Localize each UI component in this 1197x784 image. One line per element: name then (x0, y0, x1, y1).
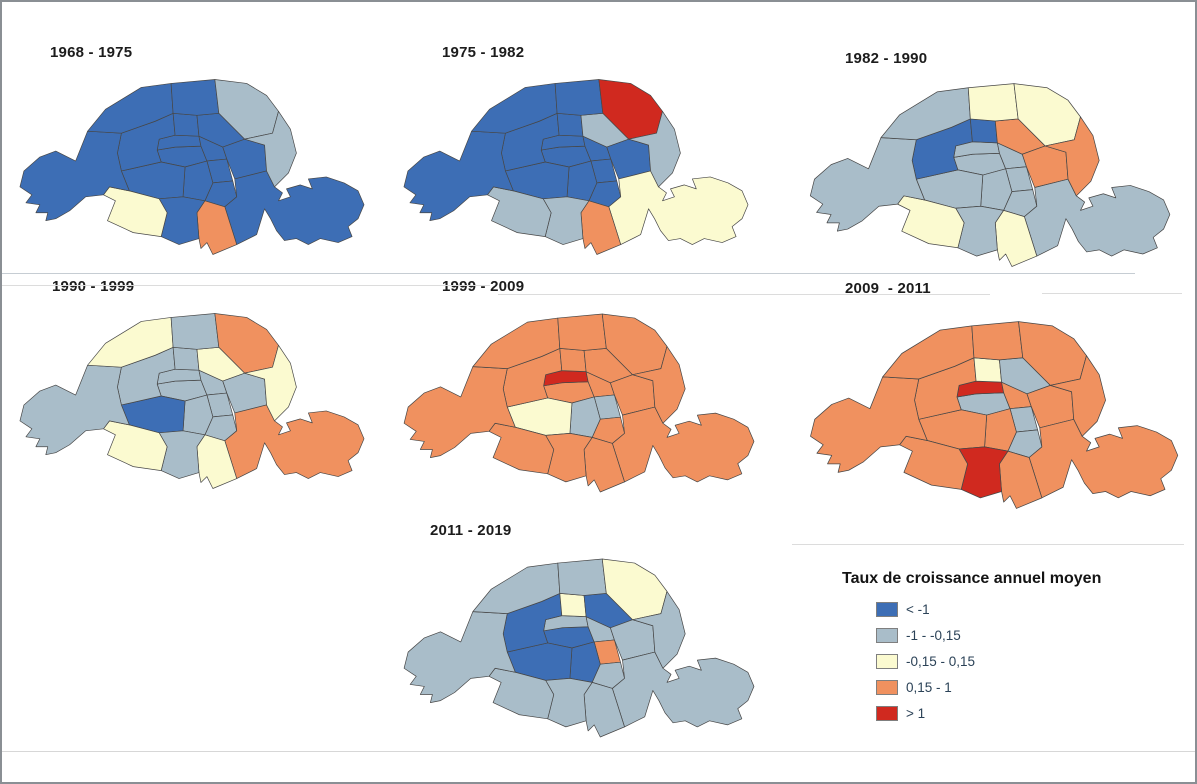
arrondissement-12 (224, 170, 365, 245)
arrondissement-20 (628, 110, 681, 188)
arrondissement-20 (1044, 116, 1100, 197)
map-title: 2011 - 2019 (430, 522, 512, 539)
arrondissement-15 (488, 667, 555, 720)
arrondissement-12 (1028, 418, 1179, 499)
legend-label: > 1 (906, 706, 926, 721)
separator-line (2, 751, 1195, 752)
arrondissement-18 (971, 321, 1024, 361)
separator-line (498, 294, 990, 295)
arrondissement-16 (403, 366, 516, 458)
arrondissement-9 (969, 118, 998, 144)
arrondissement-20 (244, 344, 297, 422)
separator-line (2, 273, 1135, 274)
arrondissement-15 (103, 420, 168, 471)
arrondissement-9 (559, 348, 587, 373)
arrondissement-15 (103, 186, 168, 237)
map-block-1982-1990: 1982 - 1990 (802, 50, 1174, 273)
map-block-1968-1975: 1968 - 1975 (12, 44, 368, 269)
map-block-1999-2009: 1999 - 2009 (396, 278, 758, 507)
arrondissement-12 (1024, 178, 1171, 257)
separator-line (2, 285, 490, 286)
arrondissement-9 (172, 112, 200, 137)
legend-item: 0,15 - 1 (876, 680, 1101, 695)
arrondissement-9 (556, 112, 584, 137)
arrondissement-12 (608, 170, 749, 245)
legend-item: < -1 (876, 602, 1101, 617)
arrondissement-15 (897, 195, 965, 249)
arrondissement-15 (899, 435, 968, 490)
map-block-1990-1999: 1990 - 1999 (12, 278, 368, 503)
arrondissement-18 (967, 83, 1019, 122)
arrondissement-20 (244, 110, 297, 188)
paris-map-svg (403, 313, 755, 493)
arrondissement-18 (557, 313, 607, 351)
arrondissement-9 (559, 593, 587, 618)
legend-swatch-red (876, 706, 898, 721)
paris-map-svg (403, 79, 749, 255)
arrondissement-18 (554, 79, 604, 116)
paris-map-svg (19, 79, 365, 255)
separator-line (1042, 293, 1182, 294)
arrondissement-18 (170, 313, 220, 350)
legend-swatch-yellow (876, 654, 898, 669)
arrondissement-16 (19, 364, 130, 456)
legend-swatch-blue (876, 602, 898, 617)
map-title: 1975 - 1982 (442, 44, 525, 61)
map-title: 2009 - 2011 (845, 280, 931, 297)
arrondissement-18 (557, 558, 607, 596)
map-block-1975-1982: 1975 - 1982 (396, 44, 752, 269)
arrondissement-20 (632, 591, 686, 669)
legend-label: -0,15 - 0,15 (906, 654, 976, 669)
paris-map-svg (403, 558, 755, 738)
arrondissement-16 (810, 376, 928, 473)
arrondissement-20 (1050, 355, 1106, 437)
arrondissement-9 (172, 346, 200, 371)
map-title: 1999 - 2009 (442, 278, 525, 295)
arrondissement-16 (403, 130, 514, 222)
map-block-2009-2011: 2009 - 2011 (802, 280, 1182, 519)
paris-map-svg (19, 313, 365, 489)
arrondissement-12 (612, 406, 755, 483)
legend-swatch-orange (876, 680, 898, 695)
legend-title: Taux de croissance annuel moyen (842, 570, 1102, 587)
legend-item: -1 - -0,15 (876, 628, 1101, 643)
legend-items: < -1 -1 - -0,15 -0,15 - 0,15 0,15 - 1 > … (876, 602, 1101, 721)
legend: Taux de croissance annuel moyen < -1 -1 … (842, 570, 1101, 732)
legend-label: -1 - -0,15 (906, 628, 961, 643)
legend-swatch-gray (876, 628, 898, 643)
arrondissement-9 (973, 357, 1002, 383)
paris-map-svg (810, 321, 1179, 509)
arrondissement-12 (612, 651, 755, 728)
arrondissement-20 (632, 346, 686, 424)
arrondissement-15 (487, 186, 552, 237)
map-title: 1990 - 1999 (52, 278, 135, 295)
arrondissement-15 (488, 422, 555, 475)
separator-line (792, 544, 1184, 545)
legend-item: > 1 (876, 706, 1101, 721)
arrondissement-16 (809, 137, 925, 232)
legend-item: -0,15 - 0,15 (876, 654, 1101, 669)
map-title: 1968 - 1975 (50, 44, 133, 61)
arrondissement-18 (170, 79, 220, 116)
map-title: 1982 - 1990 (845, 50, 928, 67)
arrondissement-16 (403, 611, 516, 703)
legend-label: 0,15 - 1 (906, 680, 952, 695)
map-block-2011-2019: 2011 - 2019 (396, 522, 758, 753)
arrondissement-12 (224, 404, 365, 479)
arrondissement-16 (19, 130, 130, 222)
paris-map-svg (809, 83, 1171, 267)
legend-label: < -1 (906, 602, 930, 617)
